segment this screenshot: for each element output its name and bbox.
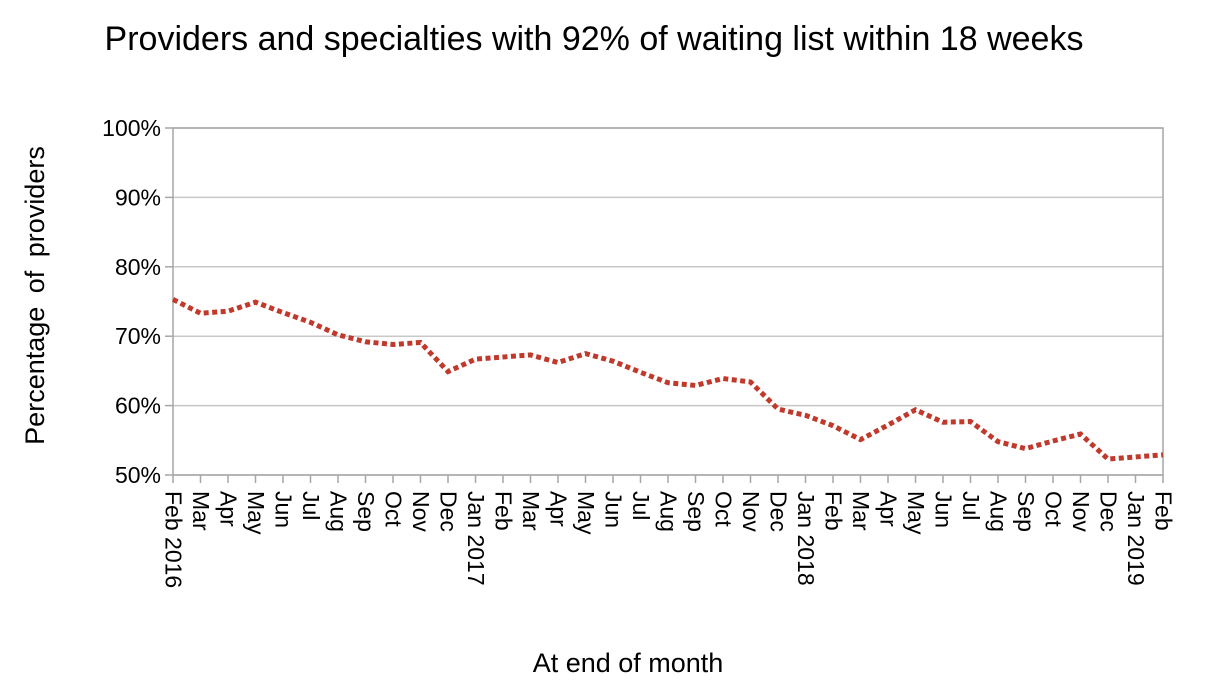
- x-tick-label: Apr: [546, 491, 572, 527]
- y-tick-label: 60%: [115, 393, 161, 419]
- y-tick-label: 70%: [115, 323, 161, 349]
- plot-area: [172, 127, 1164, 476]
- x-tick-label: Dec: [1096, 491, 1122, 532]
- x-tick-label: Aug: [326, 491, 352, 532]
- x-tick-label: Nov: [738, 491, 764, 532]
- x-tick-label: Jun: [931, 491, 957, 528]
- x-tick-label: Aug: [986, 491, 1012, 532]
- x-tick-label: Jan 2019: [1123, 491, 1149, 586]
- x-tick-label: Jul: [298, 491, 324, 520]
- y-tick-label: 100%: [102, 115, 161, 141]
- x-tick-label: Jul: [958, 491, 984, 520]
- x-tick-label: May: [573, 491, 599, 535]
- series-line: [171, 297, 1164, 462]
- x-tick-label: Jan 2017: [463, 491, 489, 586]
- x-tick-label: Oct: [1041, 491, 1067, 527]
- chart-title: Providers and specialties with 92% of wa…: [105, 20, 1084, 58]
- x-tick-label: Nov: [408, 491, 434, 532]
- x-axis: Feb 2016 Mar Apr May Jun Jul Aug Sep Oct Nov Dec Ja…: [161, 475, 1177, 588]
- x-tick-label: May: [903, 491, 929, 535]
- x-tick-label: Oct: [381, 491, 407, 527]
- x-tick-label: Feb 2016: [161, 491, 187, 588]
- x-tick-label: Mar: [188, 491, 214, 531]
- x-tick-label: Mar: [848, 491, 874, 531]
- x-tick-label: Sep: [683, 491, 709, 532]
- x-tick-label: Apr: [216, 491, 242, 527]
- gridlines: [173, 127, 1163, 476]
- x-tick-label: Apr: [876, 491, 902, 527]
- x-tick-label: Jun: [601, 491, 627, 528]
- y-tick-label: 80%: [115, 254, 161, 280]
- y-tick-label: 90%: [115, 184, 161, 210]
- x-tick-label: Jul: [628, 491, 654, 520]
- x-tick-label: Feb: [1151, 491, 1177, 531]
- y-tick-label: 50%: [115, 462, 161, 488]
- x-tick-label: Mar: [518, 491, 544, 531]
- y-axis: 50% 60% 70% 80% 90% 100%: [102, 115, 173, 488]
- data-points: [172, 299, 1164, 460]
- x-tick-label: Sep: [1013, 491, 1039, 532]
- x-tick-label: Oct: [711, 491, 737, 527]
- x-tick-label: Jan 2018: [793, 491, 819, 586]
- x-tick-label: Feb: [821, 491, 847, 531]
- x-tick-label: May: [243, 491, 269, 535]
- x-tick-label: Feb: [491, 491, 517, 531]
- x-axis-title: At end of month: [533, 648, 724, 678]
- x-tick-label: Dec: [766, 491, 792, 532]
- x-tick-label: Jun: [271, 491, 297, 528]
- x-tick-label: Aug: [656, 491, 682, 532]
- x-tick-label: Nov: [1068, 491, 1094, 532]
- y-axis-title: Percentage of providers: [20, 146, 50, 445]
- x-tick-label: Dec: [436, 491, 462, 532]
- x-tick-label: Sep: [353, 491, 379, 532]
